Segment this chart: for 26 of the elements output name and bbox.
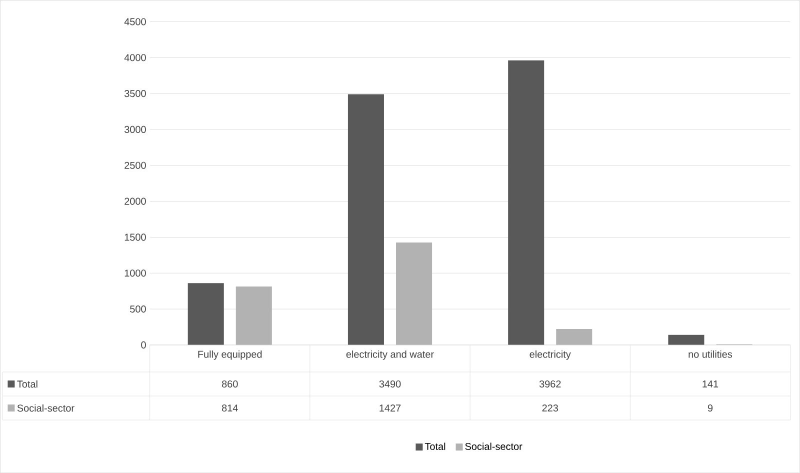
legend-label: Social-sector [465,442,522,450]
y-tick-label: 4500 [124,18,146,26]
x-tick-label: electricity and water [346,350,434,360]
data-label: 3490 [379,380,401,388]
data-label: 1427 [380,404,401,412]
y-tick-label: 1500 [124,234,146,241]
y-tick-label: 3500 [124,90,146,98]
y-tick-label: 2000 [124,198,146,205]
x-tick-label: Fully equipped [198,350,262,360]
text: Social-sector [17,404,74,412]
y-tick-label: 1000 [124,270,146,277]
y-tick-label: 3000 [124,126,146,134]
data-label: 9 [708,404,713,412]
y-tick-label: 2500 [124,162,146,170]
text: Total [17,380,38,388]
x-tick-label: no utilities [688,350,732,358]
data-label: 141 [702,380,718,388]
y-tick-label: 4000 [124,54,146,62]
x-tick-label: electricity [530,350,571,360]
data-label: 814 [222,404,238,412]
y-tick-label: 0 [141,342,146,349]
y-tick-label: 500 [130,306,146,313]
data-label: 3962 [539,380,561,388]
legend-label: Total [424,442,446,450]
data-label: 860 [222,380,238,388]
data-label: 223 [542,404,558,412]
